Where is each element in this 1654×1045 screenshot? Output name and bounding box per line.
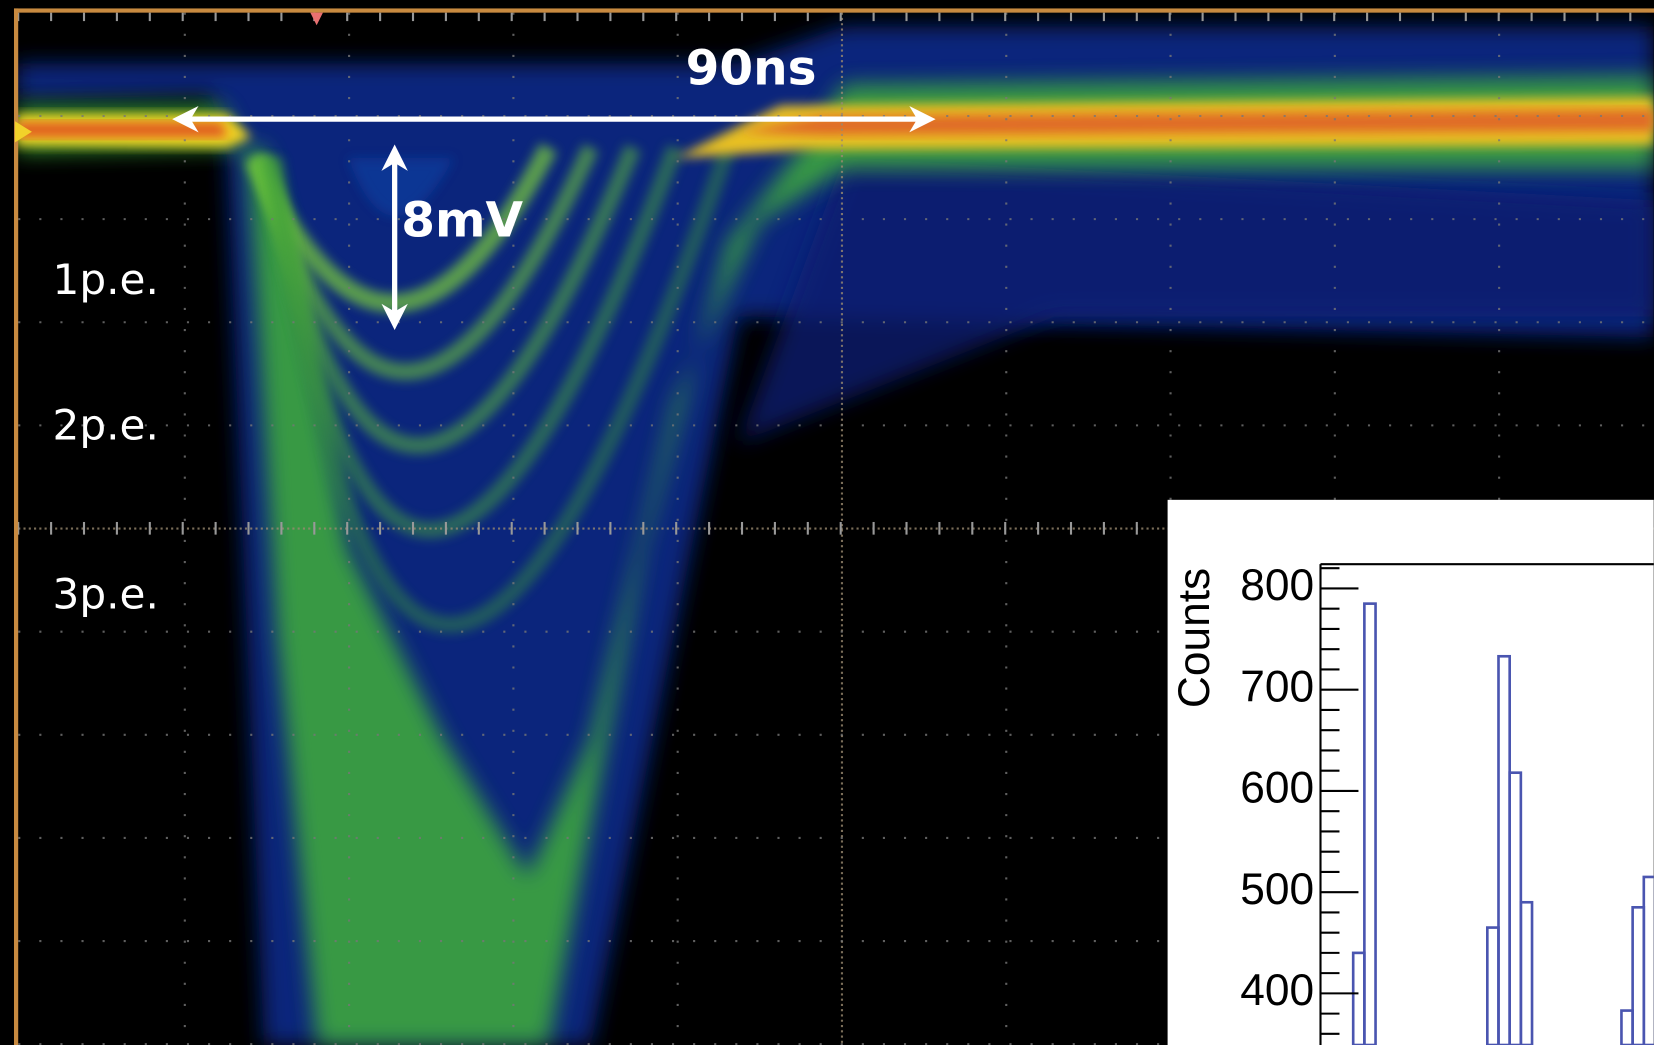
bars (1351, 602, 1654, 1045)
trigger-position (310, 12, 323, 26)
amplitude-label: 8mV (401, 193, 523, 249)
y-tick-label: 700 (1240, 662, 1314, 711)
bar (1363, 602, 1377, 1045)
y-tick-label: 600 (1240, 764, 1314, 813)
time-label: 90ns (686, 41, 817, 97)
bar (1642, 875, 1654, 1045)
y-axis-label: Counts (1170, 568, 1219, 708)
level-label: 1p.e. (53, 255, 159, 304)
trigger-marker (15, 121, 32, 143)
inset-axes: 400 500 600 700 800 (1240, 561, 1359, 1035)
y-tick-label: 500 (1240, 865, 1314, 914)
inset-background (1167, 499, 1654, 1045)
bar (1519, 900, 1534, 1045)
level-label: 3p.e. (53, 569, 159, 618)
scope-border-top (13, 8, 1654, 13)
inset-histogram: 400 500 600 700 800 Counts (1167, 499, 1654, 1045)
y-tick-label: 400 (1240, 966, 1314, 1015)
scope-border-left (13, 8, 19, 1045)
level-label: 2p.e. (53, 401, 159, 450)
y-tick-label: 800 (1240, 561, 1314, 610)
